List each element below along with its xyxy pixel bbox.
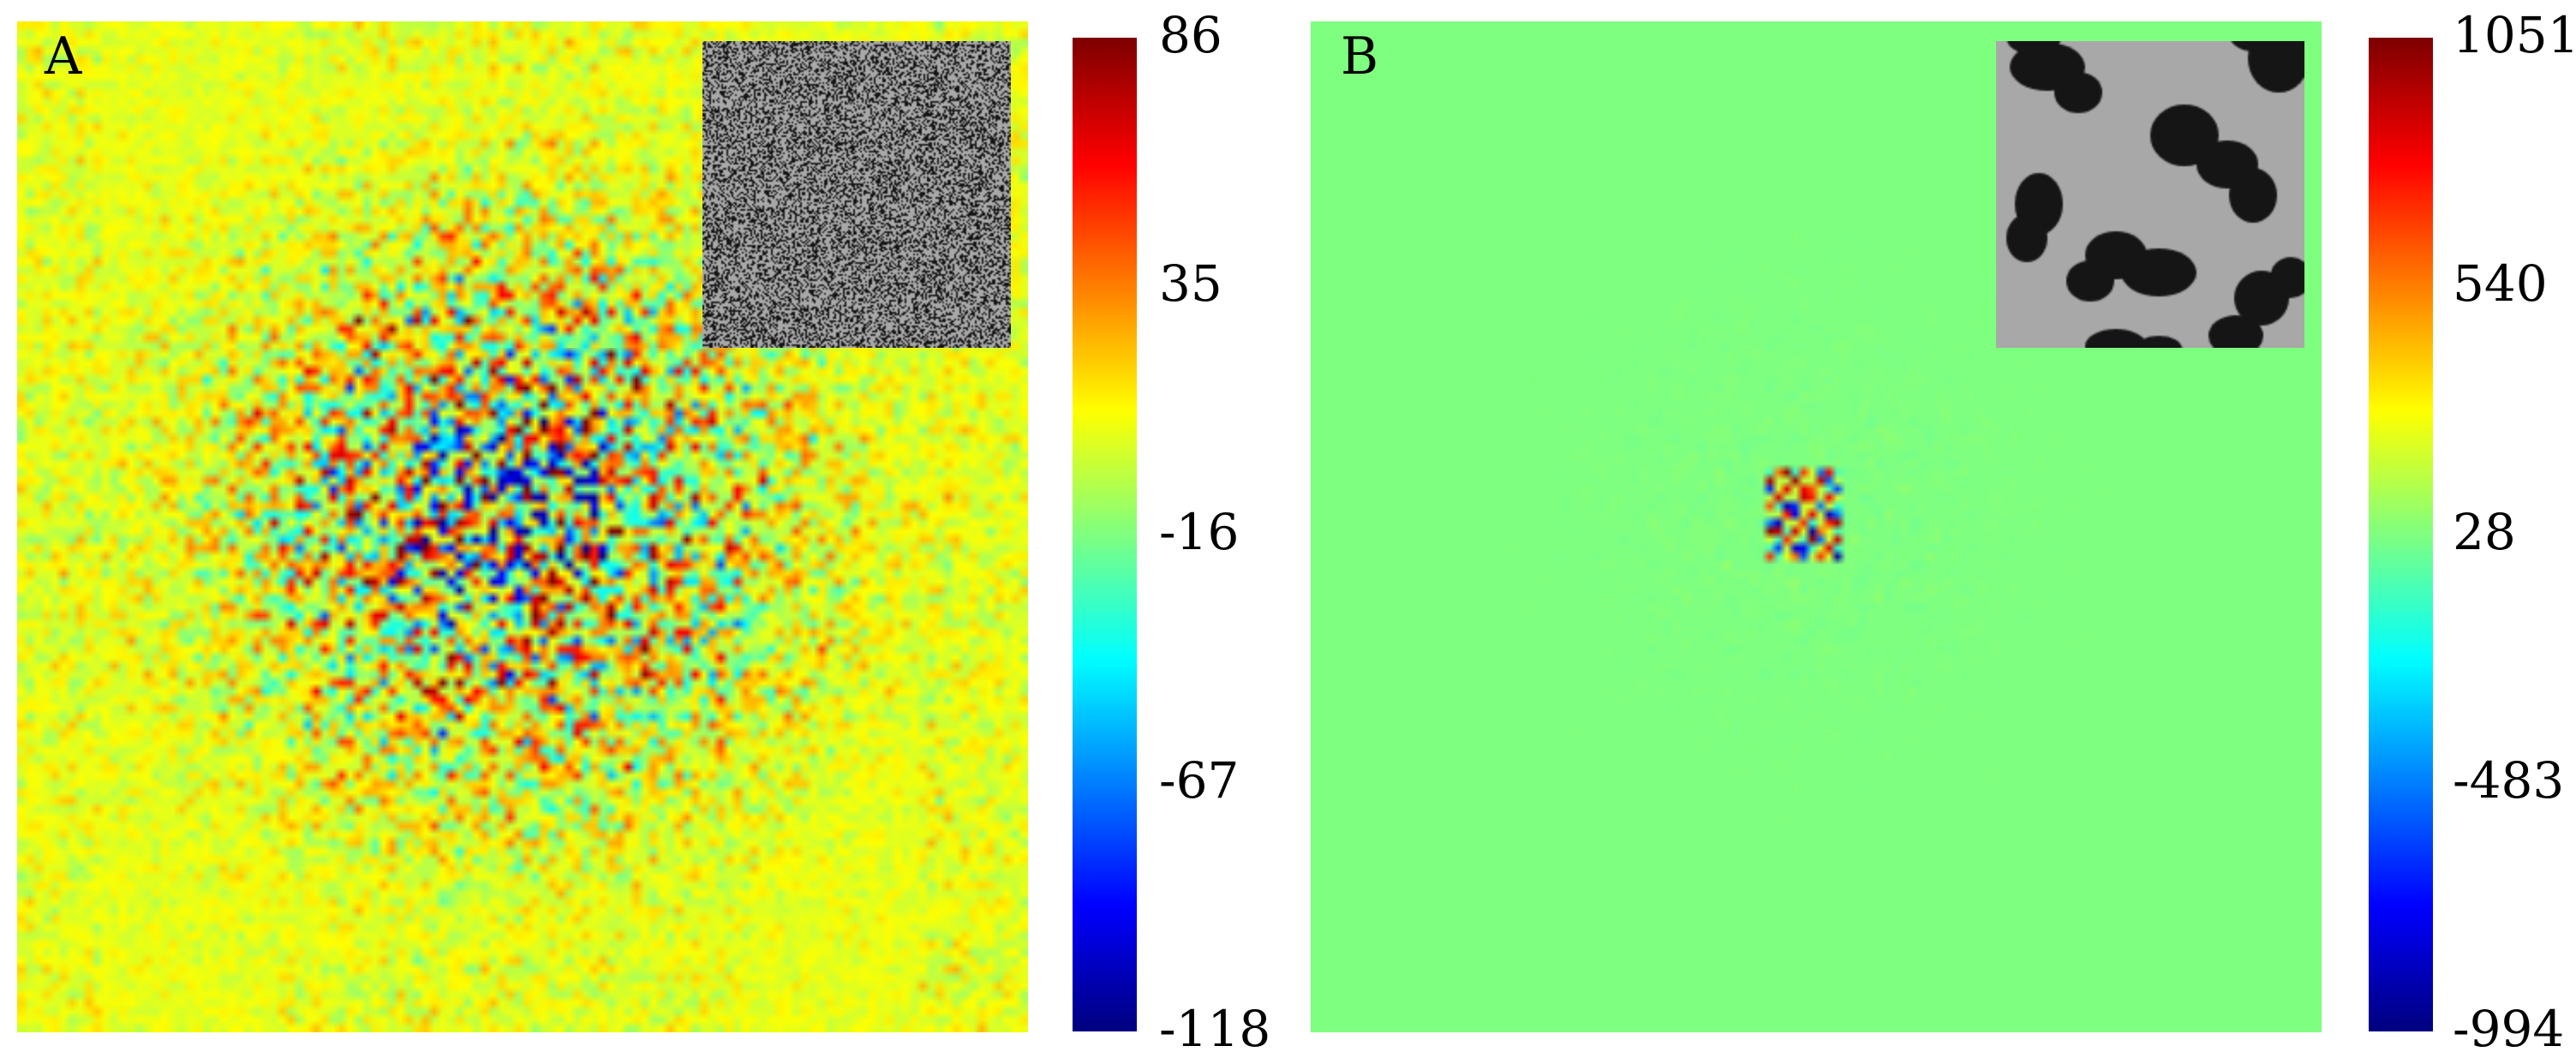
colorbar-b-tick-2: 28 (2453, 503, 2516, 561)
colorbar-b-tick-4: -994 (2453, 1000, 2565, 1058)
panel-a: A 86 35 -16 -67 -118 (0, 0, 1288, 1054)
panel-label-b: B (1341, 27, 1379, 87)
colorbar-a-tick-2: -16 (1159, 503, 1240, 561)
inset-image-a (702, 41, 1011, 348)
colorbar-a-tick-3: -67 (1159, 751, 1240, 810)
panel-label-a: A (45, 27, 82, 87)
panel-b: B 1051 540 28 -483 -994 (1288, 0, 2576, 1054)
colorbar-a-tick-4: -118 (1159, 1000, 1271, 1058)
colorbar-b-tick-0: 1051 (2453, 6, 2576, 64)
colorbar-b-tick-1: 540 (2453, 254, 2548, 313)
colorbar-b (2369, 38, 2433, 1031)
colorbar-a-tick-0: 86 (1159, 6, 1222, 64)
colorbar-a (1073, 38, 1137, 1031)
colorbar-a-tick-1: 35 (1159, 254, 1222, 313)
colorbar-b-tick-3: -483 (2453, 751, 2565, 810)
inset-image-b (1996, 41, 2304, 348)
